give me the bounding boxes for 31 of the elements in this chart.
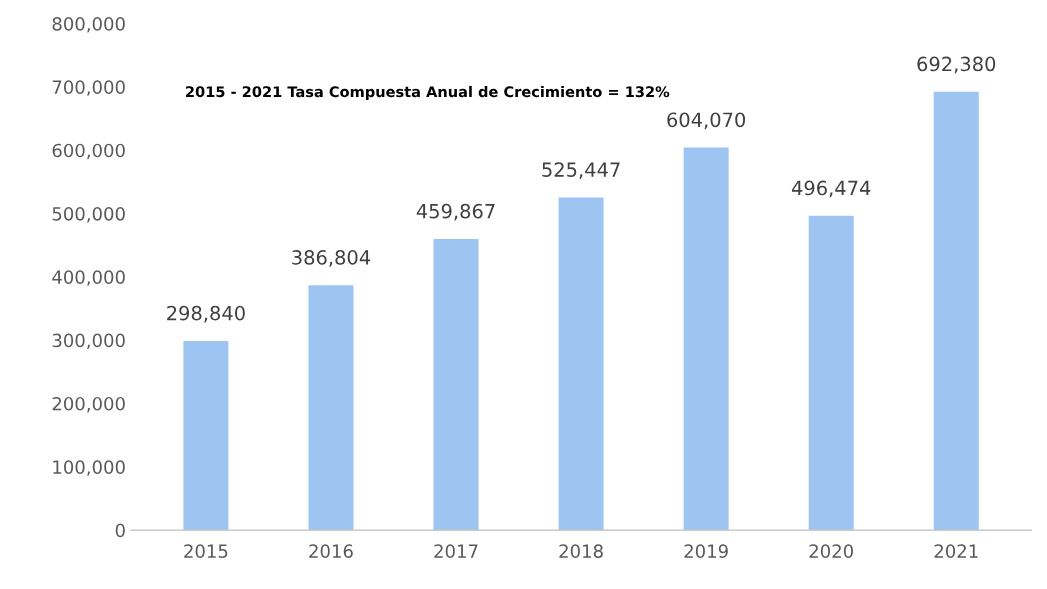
x-tick-label: 2015 [184, 544, 228, 558]
x-tick-label: 2020 [809, 544, 853, 558]
y-tick-label: 400,000 [52, 270, 125, 286]
x-tick-label: 2017 [434, 544, 478, 558]
y-tick-label: 0 [115, 523, 125, 538]
y-tick-label: 200,000 [52, 396, 125, 413]
y-tick-label: 300,000 [52, 333, 125, 350]
data-label: 604,070 [667, 112, 746, 130]
data-label: 386,804 [292, 250, 371, 267]
x-tick-label: 2016 [309, 544, 353, 558]
y-tick-label: 100,000 [53, 460, 125, 476]
y-tick-label: 800,000 [52, 17, 125, 33]
x-tick-label: 2018 [559, 544, 603, 558]
annotation: 2015 - 2021 Tasa Compuesta Anual de Crecimiento = 132% [186, 85, 670, 101]
x-tick-label: 2019 [684, 544, 728, 558]
bar [308, 285, 354, 531]
bar [808, 215, 854, 531]
bar [933, 91, 979, 531]
bar [433, 238, 479, 531]
bar [683, 147, 729, 531]
data-label: 496,474 [791, 180, 871, 198]
bar [558, 197, 604, 531]
bar [183, 340, 229, 531]
data-label: 692,380 [917, 56, 996, 74]
x-tick-label: 2021 [934, 544, 978, 558]
y-tick-label: 700,000 [52, 80, 125, 96]
data-label: 525,447 [542, 162, 620, 179]
data-label: 459,867 [416, 203, 495, 221]
y-tick-label: 600,000 [52, 143, 125, 160]
y-tick-label: 500,000 [52, 206, 125, 223]
data-label: 298,840 [167, 305, 245, 323]
